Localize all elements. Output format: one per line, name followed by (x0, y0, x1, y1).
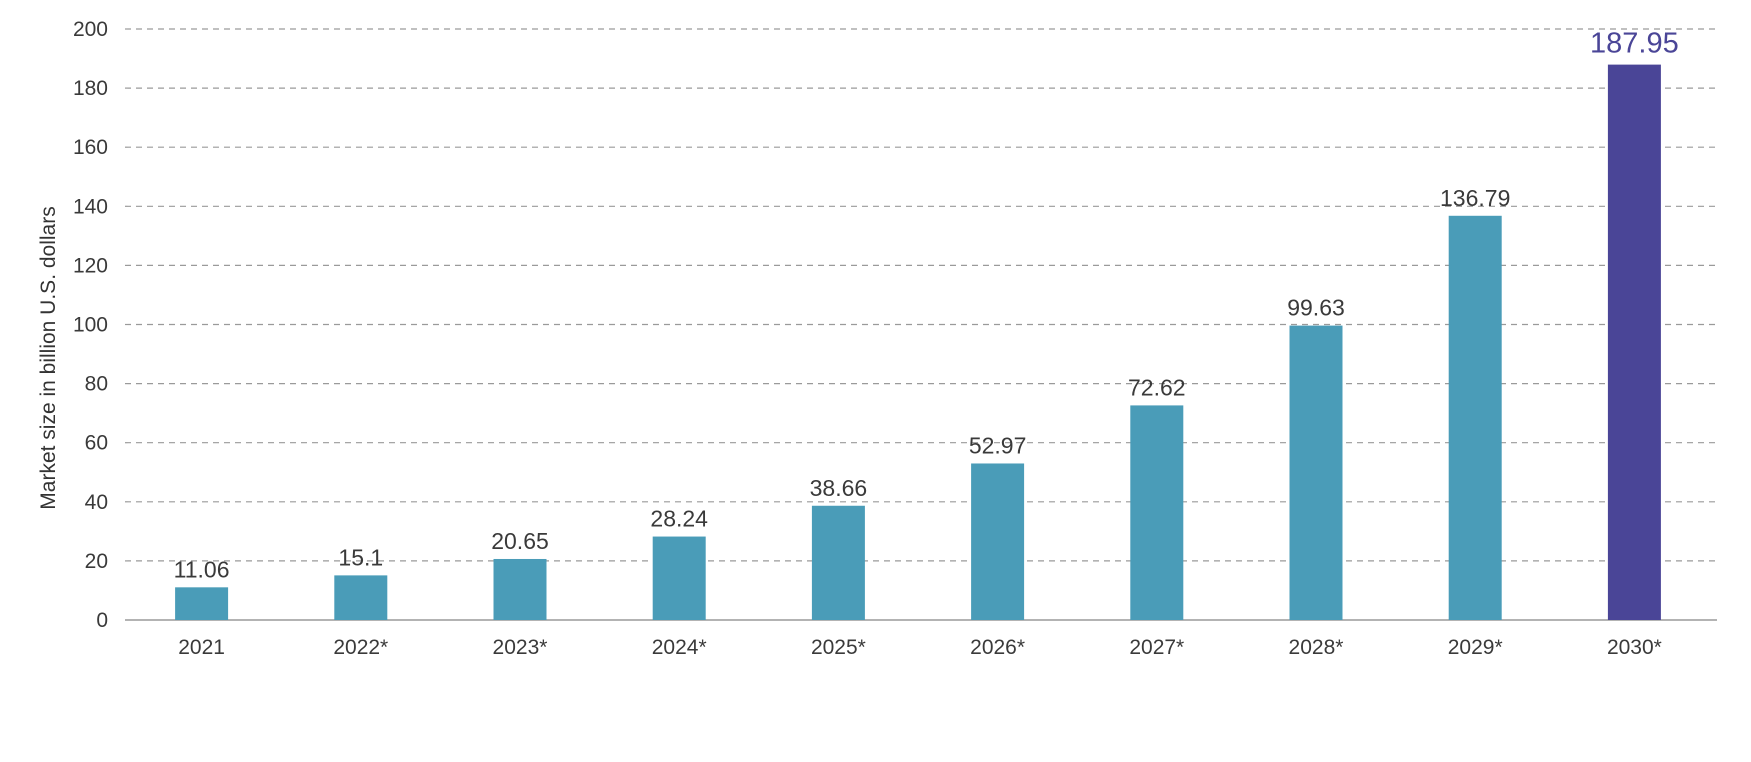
y-tick-label: 180 (73, 77, 108, 100)
y-tick-label: 100 (73, 314, 108, 337)
y-tick-label: 140 (73, 195, 108, 218)
x-tick-label: 2028* (1289, 636, 1344, 659)
y-tick-label: 120 (73, 254, 108, 277)
x-tick-label: 2026* (970, 636, 1025, 659)
y-tick-label: 40 (85, 491, 108, 514)
data-label: 11.06 (174, 556, 230, 582)
data-label: 28.24 (650, 506, 708, 532)
data-label: 52.97 (969, 432, 1027, 458)
x-tick-label: 2024* (652, 636, 707, 659)
y-axis-title: Market size in billion U.S. dollars (37, 206, 60, 509)
x-tick-label: 2030* (1607, 636, 1662, 659)
y-tick-label: 60 (85, 432, 108, 455)
data-label: 136.79 (1440, 185, 1510, 211)
bar (1130, 405, 1184, 620)
bar (1607, 64, 1661, 621)
bar (175, 587, 229, 620)
data-label: 20.65 (491, 528, 549, 554)
bar (652, 536, 706, 620)
x-tick-label: 2022* (333, 636, 388, 659)
data-label: 72.62 (1128, 374, 1186, 400)
y-tick-label: 80 (85, 373, 108, 396)
bar (334, 575, 388, 620)
x-axis-ticks: 2021 2022* 2023* 2024* 2025* 2026* 2027* 2028* 2… (178, 636, 1662, 659)
bar (811, 505, 865, 620)
bars (175, 64, 1661, 621)
x-tick-label: 2027* (1129, 636, 1184, 659)
bar (971, 463, 1025, 620)
y-tick-label: 0 (96, 609, 108, 632)
bar (1448, 215, 1502, 620)
bar (1289, 325, 1343, 620)
x-tick-label: 2029* (1448, 636, 1503, 659)
data-label: 187.95 (1590, 28, 1679, 60)
data-label: 38.66 (810, 475, 868, 501)
data-labels: 11.06 15.1 20.65 28.24 38.66 52.97 72.62 99.63 1… (174, 28, 1679, 583)
y-tick-label: 20 (85, 550, 108, 573)
x-tick-label: 2021 (178, 636, 225, 659)
y-tick-label: 200 (73, 18, 108, 41)
y-tick-label: 160 (73, 136, 108, 159)
y-axis-ticks: 0 20 40 60 80 100 120 140 160 180 200 (73, 18, 108, 632)
x-tick-label: 2023* (493, 636, 548, 659)
x-tick-label: 2025* (811, 636, 866, 659)
bar (493, 558, 547, 620)
gridlines (125, 28, 1717, 621)
data-label: 99.63 (1287, 295, 1345, 321)
data-label: 15.1 (338, 544, 383, 570)
